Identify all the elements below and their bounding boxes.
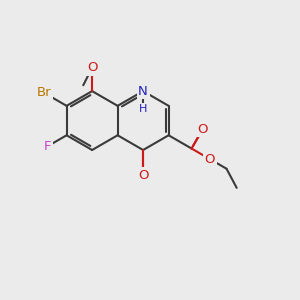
Text: O: O xyxy=(205,153,215,166)
Text: O: O xyxy=(87,61,98,74)
Text: O: O xyxy=(138,169,148,182)
Text: O: O xyxy=(197,123,208,136)
Text: N: N xyxy=(138,85,148,98)
Text: F: F xyxy=(44,140,51,153)
Text: H: H xyxy=(139,104,147,114)
Text: Br: Br xyxy=(36,86,51,99)
